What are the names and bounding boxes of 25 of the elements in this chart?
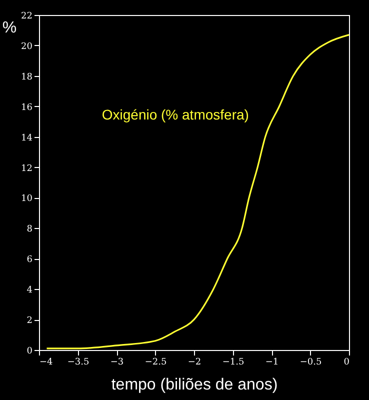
y-tick-label: 18: [21, 72, 33, 82]
y-tick-label: 4: [26, 286, 33, 296]
x-tick-label: −3.5: [67, 358, 90, 368]
y-tick-label: 6: [26, 255, 33, 266]
y-tick-label: 2: [26, 316, 32, 326]
y-tick-label: 20: [21, 42, 33, 52]
x-axis-title: tempo (biliões de anos): [111, 376, 278, 394]
x-tick-label: −4: [40, 358, 54, 368]
x-tick-label: −3: [110, 358, 124, 368]
x-tick-label: −0.5: [300, 358, 322, 368]
y-tick-label: 8: [26, 224, 33, 235]
y-tick-label: 0: [26, 346, 33, 356]
x-tick-label: −2.5: [144, 358, 167, 368]
y-tick-label: 22: [21, 12, 32, 22]
line-series: [46, 34, 350, 350]
y-axis-title: %: [2, 20, 17, 36]
annotation: Oxigénio (% atmosfera): [102, 106, 249, 122]
y-tick-label: 12: [21, 164, 32, 174]
x-tick-label: −2: [188, 358, 202, 368]
x-tick-label: 0: [344, 358, 350, 368]
x-tick-label: −1: [265, 358, 279, 368]
y-tick-label: 16: [21, 102, 33, 113]
x-tick-label: −1.5: [222, 358, 244, 368]
y-tick-label: 14: [21, 133, 33, 144]
y-tick-label: 10: [21, 194, 33, 204]
